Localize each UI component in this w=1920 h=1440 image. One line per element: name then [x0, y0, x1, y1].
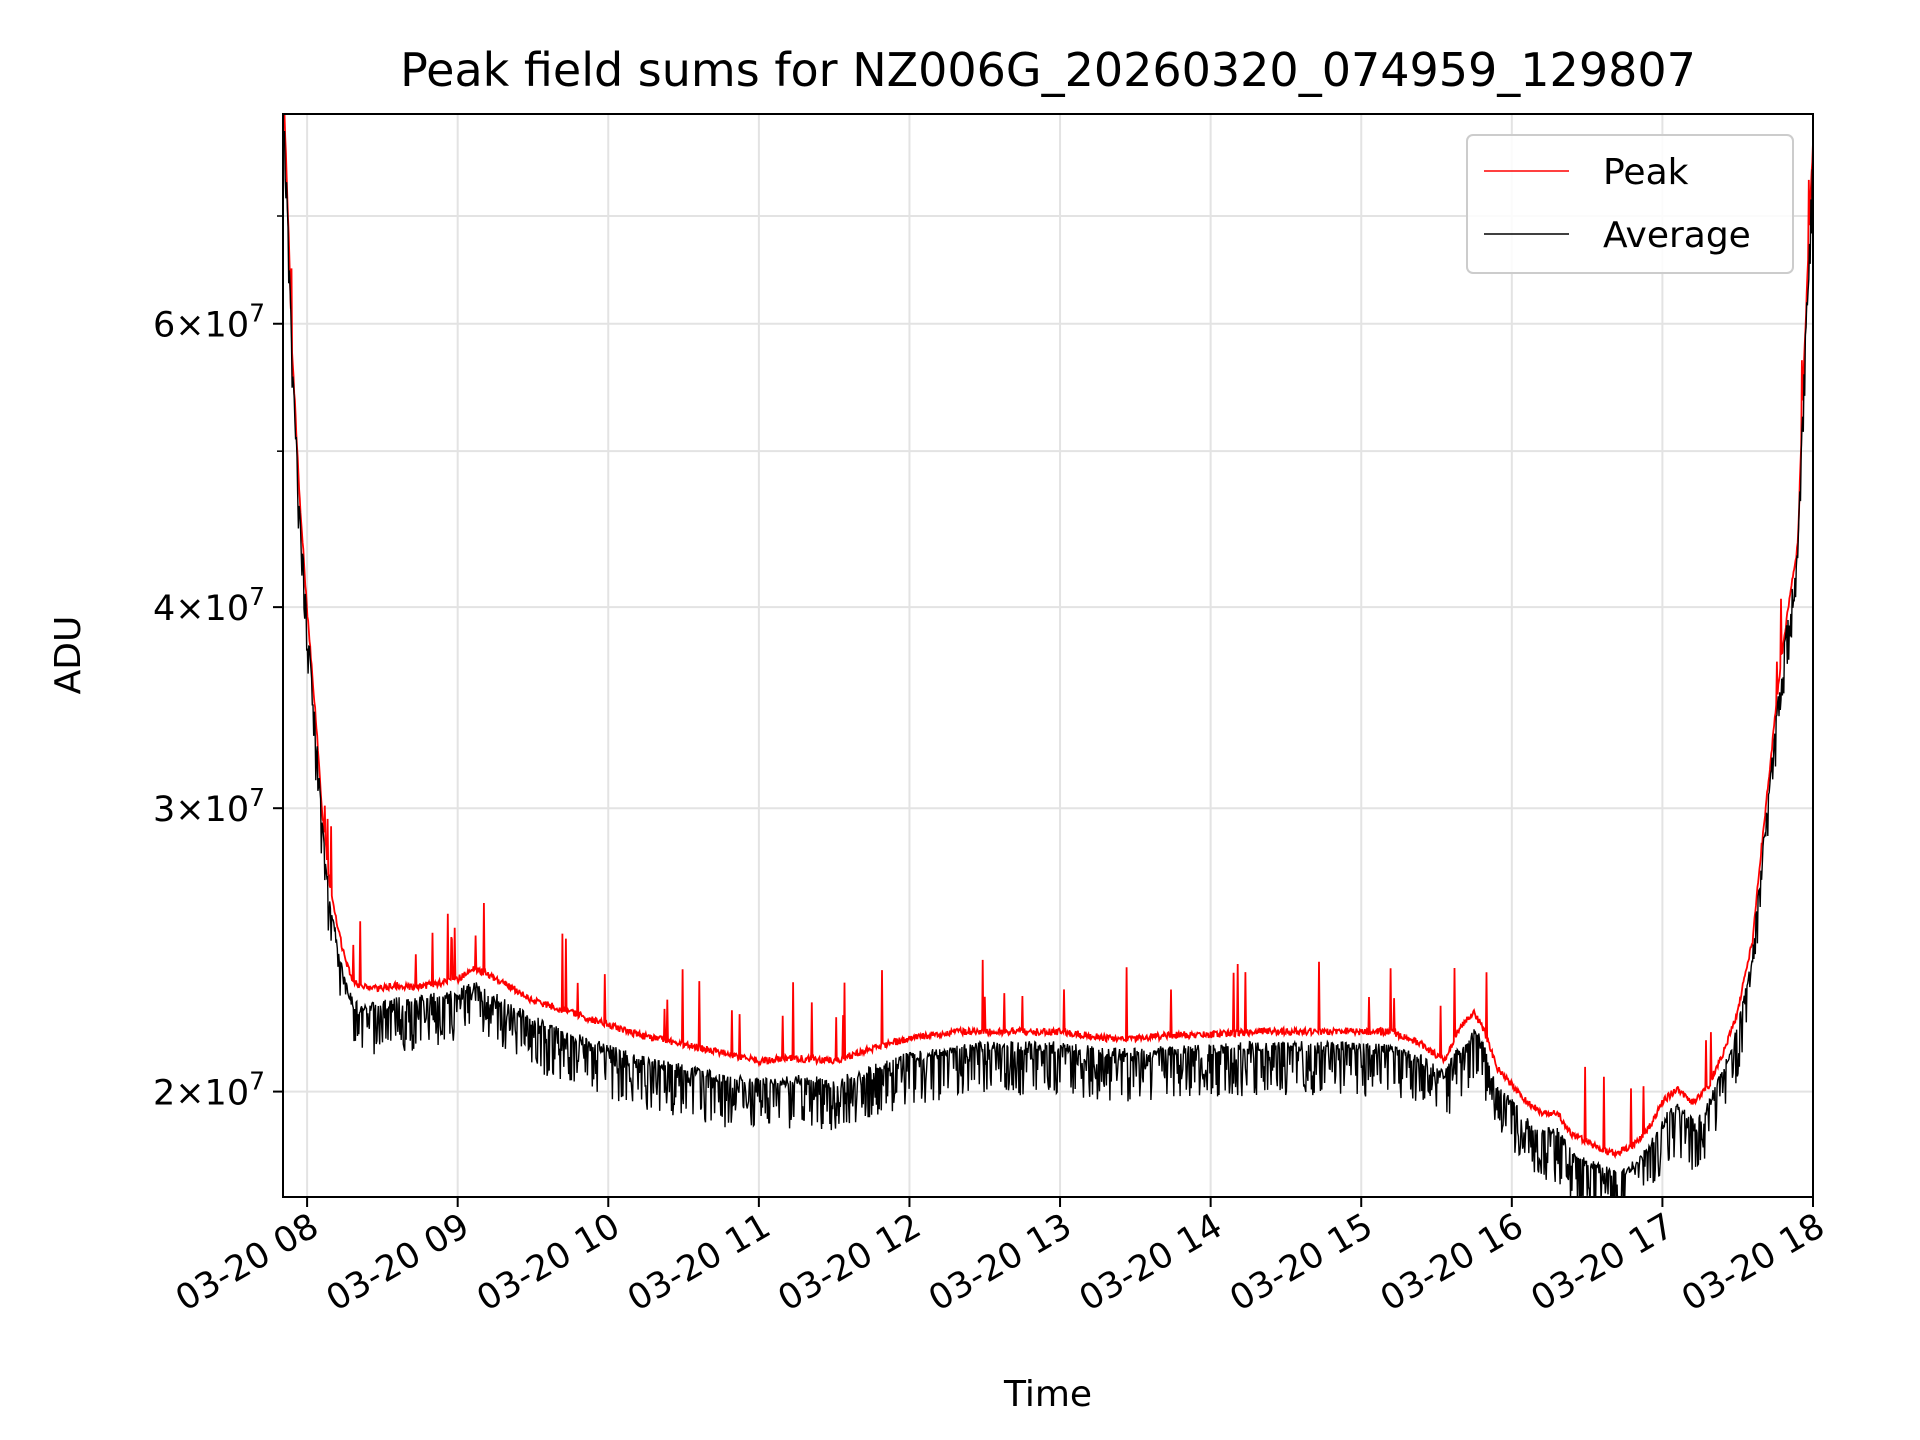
y-axis-label: ADU — [48, 616, 89, 695]
series-line-average — [283, 130, 1813, 1197]
y-tick-label: 3×107 — [153, 783, 265, 830]
y-axis: 2×107 3×107 4×107 6×107 — [153, 215, 283, 1114]
y-tick-label: 6×107 — [153, 299, 265, 346]
plot-area-frame — [282, 113, 1814, 1198]
legend-average-label: Average — [1603, 215, 1751, 256]
y-tick-label: 2×107 — [153, 1067, 265, 1114]
legend-box — [1466, 134, 1794, 274]
x-axis-label: Time — [1003, 1374, 1092, 1415]
y-tick-label: 4×107 — [153, 582, 265, 629]
legend-peak-label: Peak — [1603, 152, 1689, 193]
legend: Peak Average — [1466, 134, 1794, 274]
series-line-peak — [283, 114, 1813, 1160]
chart-title: Peak field sums for NZ006G_20260320_0749… — [400, 43, 1696, 97]
series-layer — [283, 114, 1813, 1197]
